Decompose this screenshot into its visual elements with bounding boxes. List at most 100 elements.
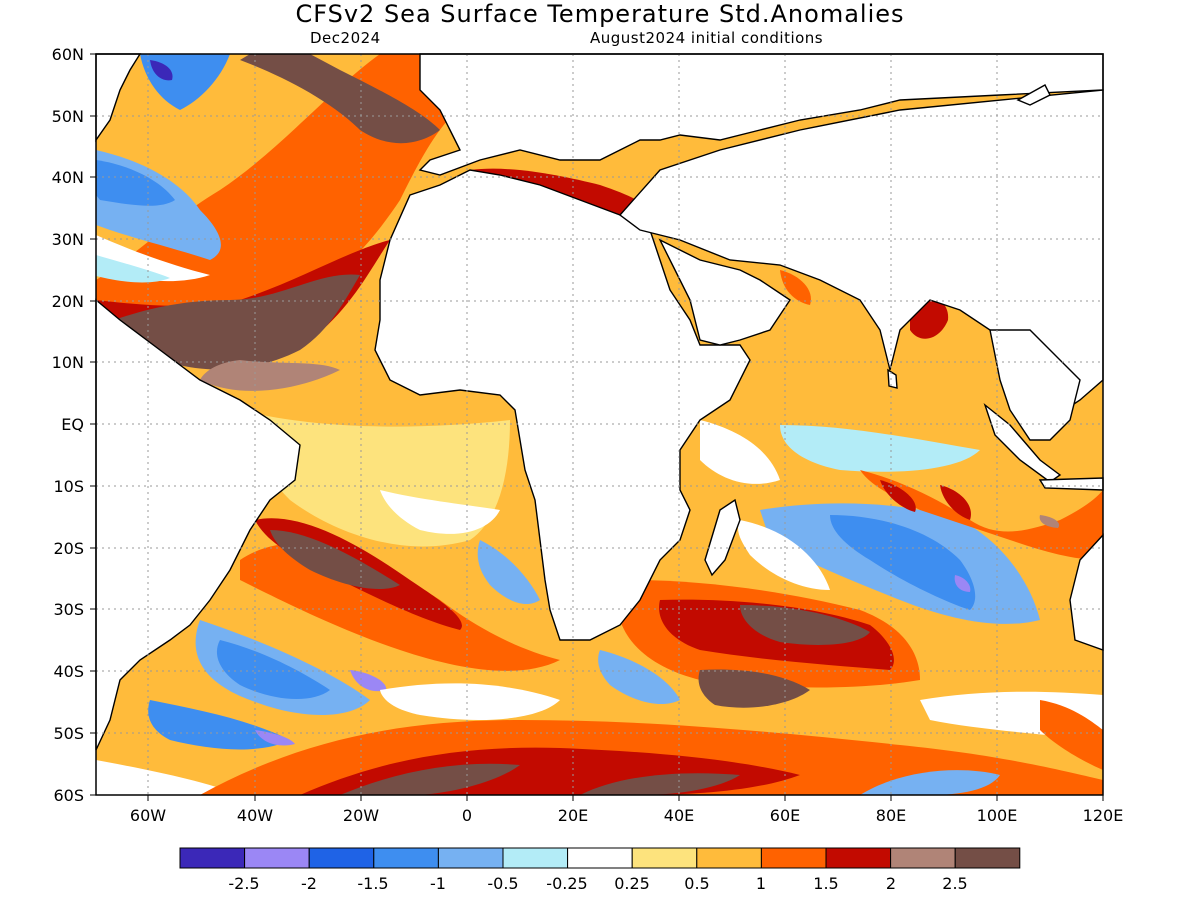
- anom-natl-extreme-c: [200, 360, 340, 391]
- lat-labels: 60N 50N 40N 30N 20N 10N EQ 10S 20S 30S 4…: [52, 45, 84, 805]
- lat-label: 50N: [52, 107, 84, 126]
- colorbar-label: 2: [886, 874, 896, 893]
- forecast-month: Dec2024: [310, 29, 381, 47]
- colorbar-swatch: [308, 847, 375, 869]
- anom-natl-cool-b: [96, 160, 175, 206]
- land: [95, 53, 1104, 751]
- anom-se-warm: [1040, 700, 1103, 770]
- anom-sw-cold-b: [148, 700, 290, 750]
- anom-satl-cool: [477, 540, 540, 605]
- anom-io-hot-spots: [880, 480, 916, 512]
- lon-label: 60W: [130, 806, 166, 825]
- anom-io-colder: [830, 515, 976, 610]
- lat-label: 40S: [53, 662, 84, 681]
- anom-io-white-b: [738, 520, 830, 590]
- lat-label: 60N: [52, 45, 84, 64]
- land-indochina: [989, 329, 1081, 441]
- lon-label: 20W: [343, 806, 379, 825]
- colorbar-swatch: [502, 847, 569, 869]
- colorbar-label: 2.5: [942, 874, 967, 893]
- anom-io-hot-spots-b: [940, 485, 971, 520]
- colorbar-swatch: [696, 847, 762, 869]
- land-europe: [418, 53, 1104, 176]
- anom-sw-colder: [216, 640, 330, 700]
- colorbar-label: 1: [756, 874, 766, 893]
- colorbar-swatch: [567, 847, 633, 869]
- lat-label: 20N: [52, 292, 84, 311]
- anom-io-white: [700, 420, 780, 484]
- anom-so-extreme-b: [580, 773, 740, 795]
- colorbar-swatch: [631, 847, 698, 869]
- anom-satl-cool-b: [598, 650, 680, 705]
- anom-so-cool: [860, 770, 1000, 795]
- anom-arab-warm: [780, 270, 811, 305]
- colorbar-swatch: [373, 847, 439, 869]
- land-greenland-tip: [1016, 84, 1051, 106]
- lat-axis: [90, 53, 96, 796]
- lat-label: EQ: [61, 415, 84, 434]
- anom-sio-extreme: [740, 605, 870, 645]
- lon-label: 60E: [770, 806, 800, 825]
- colorbar: -2.5 -2 -1.5 -1 -0.5 -0.25 0.25 0.5 1 1.…: [179, 847, 1021, 893]
- colorbar-label: 1.5: [813, 874, 838, 893]
- anom-io-ext-spot: [1039, 515, 1060, 528]
- colorbar-label: -0.5: [487, 874, 518, 893]
- colorbar-label: -1.5: [357, 874, 388, 893]
- anom-satl-extreme: [270, 530, 400, 590]
- colorbar-swatches: [179, 847, 1021, 869]
- lat-label: 40N: [52, 168, 84, 187]
- map-title: CFSv2 Sea Surface Temperature Std.Anomal…: [295, 0, 905, 28]
- lon-label: 120E: [1083, 806, 1124, 825]
- colorbar-swatch: [179, 847, 246, 869]
- land-java: [1038, 477, 1104, 491]
- anom-natl-lightblue: [96, 255, 170, 283]
- lat-label: 20S: [53, 539, 84, 558]
- anom-sw-white: [96, 760, 240, 795]
- colorbar-label: -0.25: [546, 874, 587, 893]
- colorbar-labels: -2.5 -2 -1.5 -1 -0.5 -0.25 0.25 0.5 1 1.…: [228, 874, 967, 893]
- colorbar-swatch: [437, 847, 504, 869]
- colorbar-swatch: [760, 847, 827, 869]
- anom-sw-coldest-b: [255, 730, 295, 746]
- colorbar-swatch: [825, 847, 892, 869]
- anom-io-lightblue: [780, 425, 980, 472]
- lon-label: 100E: [977, 806, 1018, 825]
- colorbar-swatch: [954, 847, 1021, 869]
- initial-conditions-label: August2024 initial conditions: [590, 29, 824, 47]
- anom-io-coldest: [954, 575, 971, 592]
- lon-label: 20E: [558, 806, 588, 825]
- anom-io-warm-spots: [860, 470, 1103, 560]
- land-srilanka: [887, 368, 898, 389]
- colorbar-swatch: [244, 847, 310, 869]
- colorbar-label: -1: [430, 874, 446, 893]
- colorbar-label: 0.25: [614, 874, 650, 893]
- anom-satl-white: [380, 683, 560, 720]
- lat-label: 10N: [52, 353, 84, 372]
- anom-natl-extreme: [100, 274, 360, 370]
- land-arabia: [658, 238, 791, 346]
- lon-label: 80E: [876, 806, 906, 825]
- lon-labels: 60W 40W 20W 0 20E 40E 60E 80E 100E 120E: [130, 806, 1123, 825]
- lat-label: 30S: [53, 600, 84, 619]
- land-south-america: [95, 298, 301, 751]
- anom-sio-extreme-b: [698, 669, 810, 708]
- lon-label: 0: [462, 806, 472, 825]
- lon-axis: [147, 795, 1104, 801]
- anom-nw-colder: [150, 60, 173, 81]
- lat-label: 10S: [53, 477, 84, 496]
- lat-label: 30N: [52, 230, 84, 249]
- lat-label: 60S: [53, 786, 84, 805]
- land-madagascar: [704, 498, 741, 577]
- colorbar-label: 0.5: [684, 874, 709, 893]
- anom-so-extreme: [340, 763, 520, 795]
- lon-label: 40W: [237, 806, 273, 825]
- lat-label: 50S: [53, 724, 84, 743]
- anom-sw-coldest: [350, 670, 387, 692]
- anom-natl-extreme-b: [240, 54, 440, 144]
- colorbar-label: -2.5: [228, 874, 259, 893]
- anom-eq-white: [380, 490, 500, 534]
- lon-label: 40E: [664, 806, 694, 825]
- colorbar-label: -2: [301, 874, 317, 893]
- colorbar-swatch: [890, 847, 956, 869]
